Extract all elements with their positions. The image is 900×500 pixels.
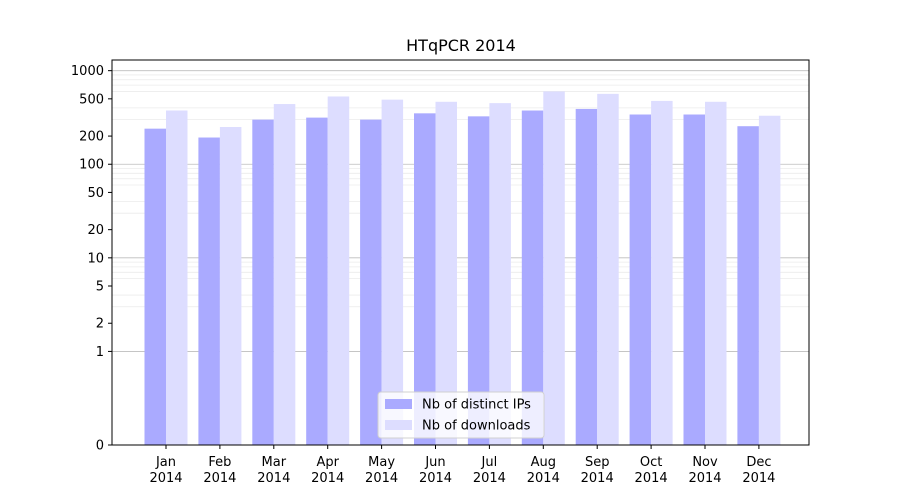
legend-swatch xyxy=(385,399,412,409)
bar-distinct-ips xyxy=(629,114,652,445)
bar-distinct-ips xyxy=(521,110,544,446)
bar-downloads xyxy=(758,115,781,445)
bar-distinct-ips xyxy=(252,119,274,446)
y-tick-label: 100 xyxy=(79,158,104,173)
bar-downloads xyxy=(489,103,511,445)
legend-swatch xyxy=(385,420,412,430)
y-tick-label: 0 xyxy=(96,439,104,454)
bar-downloads xyxy=(219,127,242,445)
y-tick-label: 500 xyxy=(79,92,104,107)
bar-distinct-ips xyxy=(144,128,166,445)
y-tick-label: 50 xyxy=(87,186,104,201)
x-tick-label: Feb 2014 xyxy=(203,455,236,486)
y-tick-label: 2 xyxy=(96,317,104,332)
chart-title: HTqPCR 2014 xyxy=(406,36,516,55)
bar-distinct-ips xyxy=(414,113,436,446)
bar-distinct-ips xyxy=(575,108,598,446)
bar-distinct-ips xyxy=(306,117,328,445)
x-tick-label: Jan 2014 xyxy=(149,455,182,486)
y-tick-label: 10 xyxy=(87,251,104,266)
x-tick-label: Dec 2014 xyxy=(742,455,775,486)
bar-distinct-ips xyxy=(683,114,705,445)
bar-downloads xyxy=(597,93,619,445)
y-tick-label: 20 xyxy=(87,223,104,238)
y-tick-label: 5 xyxy=(96,280,104,295)
x-tick-label: Apr 2014 xyxy=(311,455,344,486)
y-tick-label: 1 xyxy=(96,345,104,360)
y-tick-label: 200 xyxy=(79,130,104,145)
legend-label: Nb of distinct IPs xyxy=(422,398,531,413)
legend-box xyxy=(377,391,545,439)
x-tick-label: Jun 2014 xyxy=(419,455,452,486)
bar-distinct-ips xyxy=(198,137,220,446)
bar-downloads xyxy=(381,99,404,445)
bar-downloads xyxy=(327,96,350,446)
plot-frame xyxy=(111,59,810,446)
bar-downloads xyxy=(166,110,188,446)
legend-label: Nb of downloads xyxy=(422,419,531,434)
bar-distinct-ips xyxy=(737,126,759,445)
bar-downloads xyxy=(435,101,457,446)
x-tick-label: Mar 2014 xyxy=(257,455,290,486)
bars-group xyxy=(144,91,781,446)
x-tick-label: Aug 2014 xyxy=(527,455,560,486)
bar-distinct-ips xyxy=(360,119,382,446)
y-tick-label: 1000 xyxy=(71,64,104,79)
x-tick-label: May 2014 xyxy=(365,455,398,486)
bar-downloads xyxy=(651,100,673,446)
bar-downloads xyxy=(543,91,565,445)
x-tick-label: Oct 2014 xyxy=(635,455,668,486)
x-tick-label: Nov 2014 xyxy=(688,455,721,486)
x-tick-label: Jul 2014 xyxy=(473,455,506,486)
bar-distinct-ips xyxy=(467,116,490,445)
x-tick-label: Sep 2014 xyxy=(581,455,614,486)
y-axis: 0 1 2 5 10 20 50 100 200 500 1000 xyxy=(71,64,112,454)
bar-downloads xyxy=(273,104,296,445)
x-axis: Jan 2014 Feb 2014 Mar 2014 Apr 2014 May 2014 Jun 20… xyxy=(149,445,775,486)
bar-downloads xyxy=(705,101,727,446)
legend: Nb of distinct IPs Nb of downloads xyxy=(377,391,545,439)
